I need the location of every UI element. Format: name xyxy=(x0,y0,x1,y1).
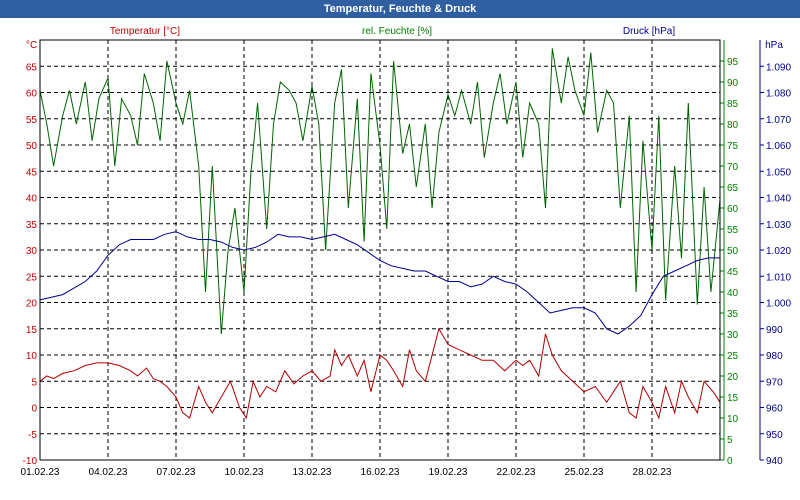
series-line-pressure xyxy=(39,231,720,335)
temperature-tick-label: 50 xyxy=(26,141,38,152)
humidity-tick-label: 25 xyxy=(727,351,739,362)
pressure-tick-label: 1.040 xyxy=(766,194,791,205)
temperature-tick-label: 55 xyxy=(26,115,38,126)
temperature-axis-unit: °C xyxy=(26,40,37,51)
temperature-tick-label: 25 xyxy=(26,272,38,283)
temperature-tick-label: -10 xyxy=(23,456,38,467)
humidity-tick-label: 80 xyxy=(727,120,739,131)
pressure-tick-label: 1.020 xyxy=(766,246,791,257)
humidity-tick-label: 85 xyxy=(727,99,739,110)
x-tick-label: 04.02.23 xyxy=(89,467,128,478)
humidity-tick-label: 65 xyxy=(727,183,739,194)
pressure-axis-unit: hPa xyxy=(765,40,783,51)
humidity-legend: rel. Feuchte [%] xyxy=(362,26,432,37)
humidity-tick-label: 70 xyxy=(727,162,739,173)
pressure-tick-label: 950 xyxy=(766,430,783,441)
window-title: Temperatur, Feuchte & Druck xyxy=(0,0,800,18)
humidity-tick-label: 30 xyxy=(727,330,739,341)
x-tick-label: 28.02.23 xyxy=(633,467,672,478)
temperature-tick-label: 40 xyxy=(26,194,38,205)
humidity-tick-label: 60 xyxy=(727,204,739,215)
series-lines xyxy=(39,48,721,420)
humidity-tick-label: 50 xyxy=(727,246,739,257)
pressure-tick-label: 1.080 xyxy=(766,89,791,100)
temperature-legend: Temperatur [°C] xyxy=(110,26,180,37)
temperature-tick-label: 0 xyxy=(31,404,37,415)
temperature-tick-label: 15 xyxy=(26,325,38,336)
humidity-tick-label: 75 xyxy=(727,141,739,152)
humidity-tick-label: 15 xyxy=(727,393,739,404)
series-line-temperature xyxy=(39,327,721,420)
temperature-tick-label: 10 xyxy=(26,351,38,362)
x-tick-label: 07.02.23 xyxy=(157,467,196,478)
series-line-humidity xyxy=(39,48,721,335)
plot-frame xyxy=(39,39,721,461)
x-tick-label: 25.02.23 xyxy=(565,467,604,478)
humidity-tick-label: 90 xyxy=(727,78,739,89)
temperature-tick-label: 65 xyxy=(26,62,38,73)
humidity-tick-label: 55 xyxy=(727,225,739,236)
temperature-tick-label: 60 xyxy=(26,89,38,100)
pressure-tick-label: 1.060 xyxy=(766,141,791,152)
humidity-tick-label: 5 xyxy=(727,435,733,446)
pressure-tick-label: 1.000 xyxy=(766,299,791,310)
x-tick-label: 16.02.23 xyxy=(361,467,400,478)
pressure-tick-label: 970 xyxy=(766,377,783,388)
pressure-legend: Druck [hPa] xyxy=(623,26,675,37)
humidity-tick-label: 45 xyxy=(727,267,739,278)
pressure-tick-label: 960 xyxy=(766,404,783,415)
temperature-tick-label: 35 xyxy=(26,220,38,231)
temperature-tick-label: 20 xyxy=(26,299,38,310)
temperature-tick-label: 5 xyxy=(31,377,37,388)
pressure-tick-label: 1.010 xyxy=(766,272,791,283)
humidity-tick-label: 95 xyxy=(727,57,739,68)
humidity-tick-label: 10 xyxy=(727,414,739,425)
pressure-tick-label: 980 xyxy=(766,351,783,362)
humidity-tick-label: 20 xyxy=(727,372,739,383)
pressure-tick-label: 1.070 xyxy=(766,115,791,126)
humidity-tick-label: 40 xyxy=(727,288,739,299)
x-tick-label: 01.02.23 xyxy=(21,467,60,478)
pressure-tick-label: 990 xyxy=(766,325,783,336)
humidity-tick-label: 0 xyxy=(727,456,733,467)
x-tick-label: 13.02.23 xyxy=(293,467,332,478)
pressure-tick-label: 1.050 xyxy=(766,167,791,178)
temperature-tick-label: 45 xyxy=(26,167,38,178)
pressure-tick-label: 940 xyxy=(766,456,783,467)
temperature-tick-label: 30 xyxy=(26,246,38,257)
humidity-tick-label: 35 xyxy=(727,309,739,320)
x-tick-label: 10.02.23 xyxy=(225,467,264,478)
pressure-tick-label: 1.090 xyxy=(766,62,791,73)
x-tick-label: 22.02.23 xyxy=(497,467,536,478)
pressure-tick-label: 1.030 xyxy=(766,220,791,231)
temperature-tick-label: -5 xyxy=(28,430,37,441)
x-tick-label: 19.02.23 xyxy=(429,467,468,478)
